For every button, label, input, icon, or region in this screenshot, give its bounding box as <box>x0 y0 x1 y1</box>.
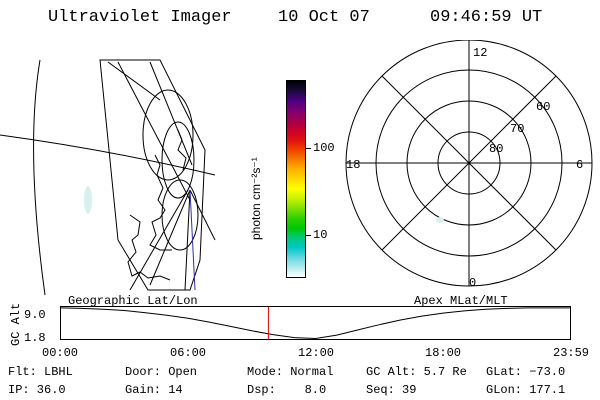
mlt-label-12: 12 <box>473 46 487 60</box>
date-label: 10 Oct 07 <box>278 8 370 27</box>
altitude-xtick-1: 06:00 <box>170 346 207 360</box>
altitude-ytick-top: 9.0 <box>24 308 46 322</box>
mlt-label-0: 0 <box>469 276 476 290</box>
mlt-label-6: 6 <box>576 158 583 172</box>
colorbar <box>286 80 306 278</box>
colorbar-tick-mark <box>306 148 311 149</box>
status-glon: GLon: 177.1 <box>486 383 566 397</box>
altitude-xtick-2: 12:00 <box>298 346 335 360</box>
status-seq: Seq: 39 <box>366 383 417 397</box>
altitude-xtick-3: 18:00 <box>425 346 462 360</box>
colorbar-tick-10: 10 <box>313 228 328 242</box>
altitude-xtick-0: 00:00 <box>42 346 79 360</box>
colorbar-tick-mark <box>306 235 311 236</box>
altitude-xtick-4: 23:59 <box>553 346 590 360</box>
altitude-ytick-bottom: 1.8 <box>24 331 46 345</box>
status-dsp: Dsp: 8.0 <box>247 383 327 397</box>
status-gc-alt: GC Alt: 5.7 Re <box>366 365 467 379</box>
status-ip: IP: 36.0 <box>8 383 66 397</box>
apex-label: Apex MLat/MLT <box>414 294 508 308</box>
altitude-curve <box>60 307 571 340</box>
status-glat: GLat: −73.0 <box>486 365 566 379</box>
colorbar-tick-100: 100 <box>313 141 335 155</box>
geographic-label: Geographic Lat/Lon <box>68 294 198 308</box>
altitude-plot-frame <box>60 306 571 340</box>
colorbar-unit-label: photon cm⁻²s⁻¹ <box>249 157 263 240</box>
status-filter: Flt: LBHL <box>8 365 73 379</box>
lat-label-60: 60 <box>536 100 550 114</box>
app-title: Ultraviolet Imager <box>48 8 232 27</box>
status-gain: Gain: 14 <box>125 383 183 397</box>
status-door: Door: Open <box>125 365 198 379</box>
time-label: 09:46:59 UT <box>430 8 543 27</box>
polar-plot: 12 18 6 0 60 70 80 <box>345 40 593 290</box>
lat-label-80: 80 <box>489 142 503 156</box>
geographic-map <box>0 59 216 296</box>
altitude-ylabel: GC Alt <box>9 302 23 346</box>
status-mode: Mode: Normal <box>247 365 334 379</box>
altitude-plot <box>60 306 571 340</box>
lat-label-70: 70 <box>510 122 524 136</box>
mlt-label-18: 18 <box>346 158 360 172</box>
